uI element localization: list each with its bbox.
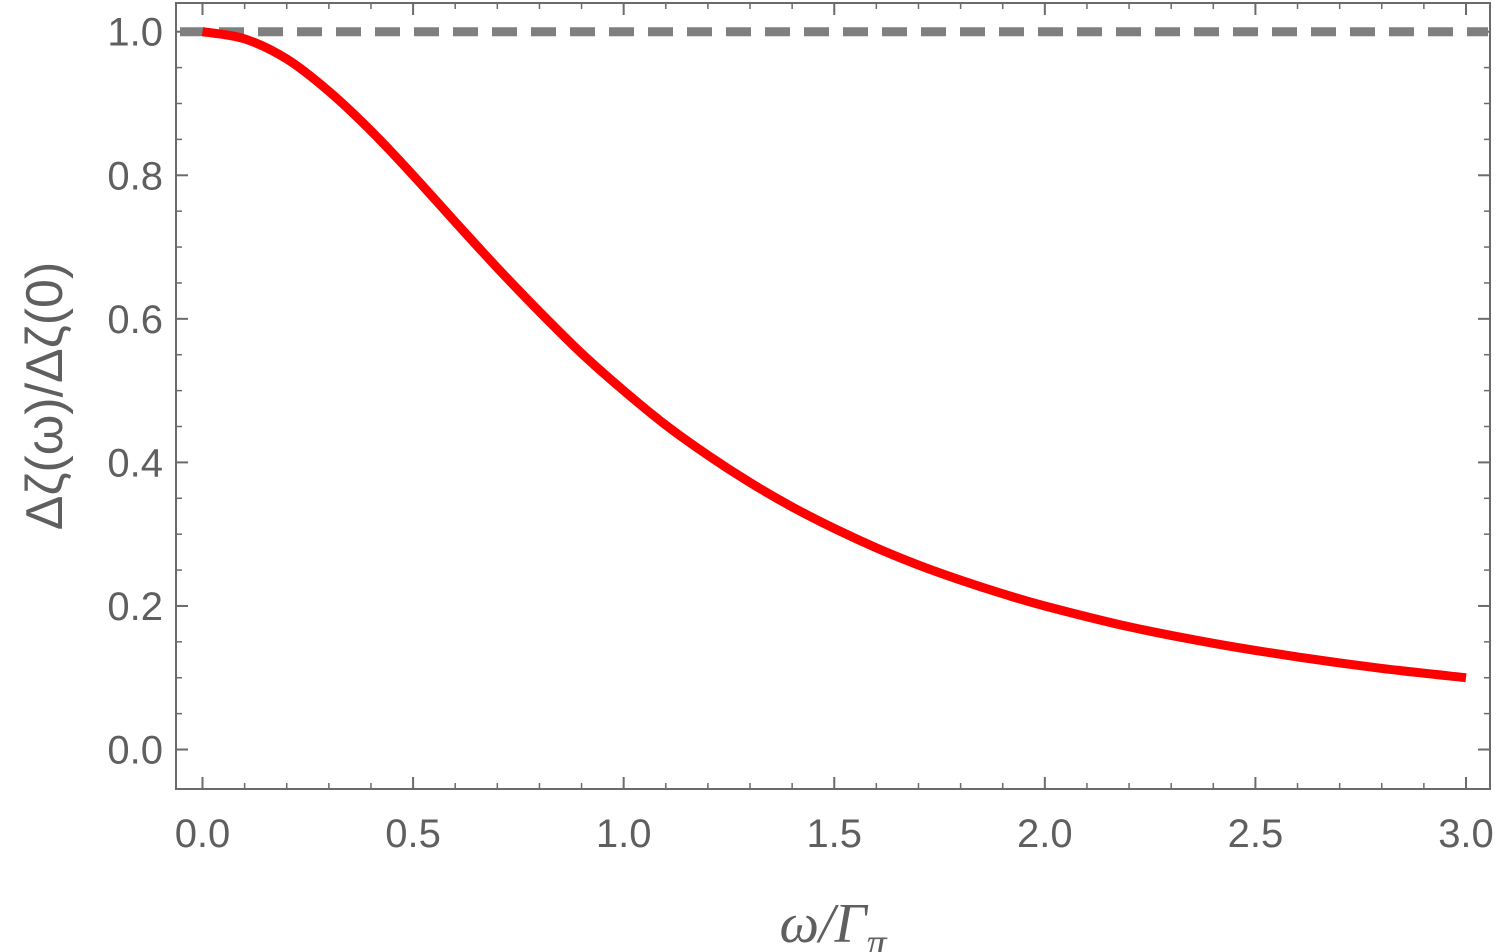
- tick-labels: 0.0 0.5 1.0 1.5 2.0 2.5 3.0 0.0 0.2 0.4 0.6 0.8 1.0: [107, 11, 1493, 856]
- y-tick-label: 0.4: [107, 441, 163, 485]
- y-tick-label: 1.0: [107, 11, 163, 55]
- x-axis-label-sub: π: [866, 920, 887, 952]
- y-tick-label: 0.6: [107, 298, 163, 342]
- x-tick-label: 2.0: [1017, 812, 1073, 856]
- x-tick-label: 1.0: [596, 812, 652, 856]
- plot-frame: [175, 2, 1491, 790]
- x-tick-label: 2.5: [1228, 812, 1284, 856]
- series-line: [201, 27, 1467, 683]
- ticks: [176, 3, 1490, 789]
- x-tick-label: 0.0: [175, 812, 231, 856]
- y-tick-label: 0.0: [107, 729, 163, 773]
- y-tick-label: 0.8: [107, 154, 163, 198]
- y-tick-label: 0.2: [107, 585, 163, 629]
- x-tick-label: 1.5: [806, 812, 862, 856]
- x-axis-label-main: ω/Γ: [780, 893, 869, 952]
- series: [180, 27, 1488, 683]
- x-tick-label: 3.0: [1438, 812, 1494, 856]
- y-axis-label: Δζ(ω)/Δζ(0): [16, 262, 74, 531]
- x-tick-label: 0.5: [385, 812, 441, 856]
- x-axis-label: ω/Γπ: [780, 893, 888, 952]
